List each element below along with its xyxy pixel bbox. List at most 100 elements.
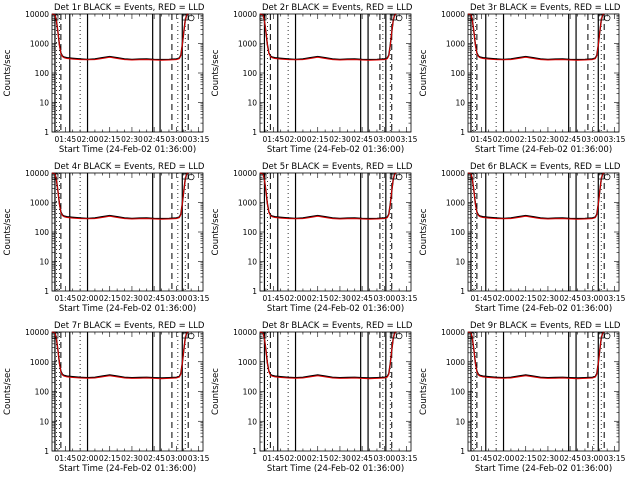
x-tick-label: 02:00 xyxy=(285,454,307,463)
plot-frame xyxy=(467,331,620,452)
corner-marker xyxy=(259,173,267,180)
y-tick-label: 1 xyxy=(44,128,49,137)
x-tick-label: 02:15 xyxy=(307,135,329,144)
x-tick-label: 02:30 xyxy=(121,294,143,303)
y-tick-label: 1000 xyxy=(238,40,257,49)
x-tick-label: 03:15 xyxy=(188,454,210,463)
x-tick-label: 03:00 xyxy=(582,294,604,303)
y-tick-label: 10 xyxy=(455,258,465,267)
y-tick-label: 1 xyxy=(44,447,49,456)
y-axis-label: Counts/sec xyxy=(211,368,221,415)
x-tick-label: 02:00 xyxy=(493,294,515,303)
y-tick-label: 10000 xyxy=(25,328,49,337)
y-tick-label: 10000 xyxy=(233,10,257,19)
x-axis-label: Start Time (24-Feb-02 01:36:00) xyxy=(59,304,196,314)
x-tick-label: 02:00 xyxy=(77,135,99,144)
x-tick-label: 03:15 xyxy=(188,135,210,144)
x-axis-label: Start Time (24-Feb-02 01:36:00) xyxy=(267,304,404,314)
y-tick-label: 10000 xyxy=(25,169,49,178)
plot-frame xyxy=(467,13,620,133)
panel-title: Det 8r BLACK = Events, RED = LLD xyxy=(262,321,413,331)
y-tick-label: 1000 xyxy=(238,199,257,208)
y-tick-label: 10 xyxy=(247,258,257,267)
y-tick-label: 1 xyxy=(460,447,465,456)
x-tick-label: 02:45 xyxy=(559,294,581,303)
y-tick-label: 100 xyxy=(243,388,258,397)
series-lld-line xyxy=(467,331,605,380)
series-events-line xyxy=(51,13,189,61)
y-tick-label: 1 xyxy=(44,287,49,296)
x-tick-label: 02:00 xyxy=(285,294,307,303)
y-tick-label: 1 xyxy=(252,447,257,456)
y-tick-label: 1 xyxy=(252,128,257,137)
corner-marker xyxy=(259,14,267,21)
corner-marker xyxy=(51,14,59,21)
x-tick-label: 02:15 xyxy=(515,294,537,303)
x-tick-label: 03:00 xyxy=(582,135,604,144)
series-events-line xyxy=(259,331,397,379)
y-tick-label: 10 xyxy=(39,258,49,267)
corner-marker xyxy=(188,173,195,181)
series-lld-line xyxy=(51,331,189,380)
x-tick-label: 02:30 xyxy=(329,135,351,144)
x-tick-label: 03:00 xyxy=(582,454,604,463)
x-tick-label: 03:15 xyxy=(188,294,210,303)
x-tick-label: 02:15 xyxy=(307,454,329,463)
x-axis-label: Start Time (24-Feb-02 01:36:00) xyxy=(59,145,196,155)
x-tick-label: 02:15 xyxy=(99,454,121,463)
series-lld-line xyxy=(467,172,605,220)
x-tick-label: 01:45 xyxy=(263,454,285,463)
x-tick-label: 02:30 xyxy=(537,135,559,144)
series-events-line xyxy=(259,13,397,61)
x-tick-label: 02:45 xyxy=(559,454,581,463)
y-tick-label: 1 xyxy=(460,287,465,296)
y-tick-label: 1 xyxy=(460,128,465,137)
x-tick-label: 03:00 xyxy=(374,454,396,463)
y-tick-label: 10 xyxy=(455,99,465,108)
y-tick-label: 1000 xyxy=(446,199,465,208)
corner-marker xyxy=(188,14,195,22)
y-tick-label: 10 xyxy=(39,99,49,108)
series-events-line xyxy=(467,13,605,61)
plot-frame xyxy=(259,331,412,452)
panel-4: Det 4r BLACK = Events, RED = LLD Start Ti… xyxy=(3,162,210,314)
y-axis-label: Counts/sec xyxy=(3,368,13,415)
panel-8: Det 8r BLACK = Events, RED = LLD Start Ti… xyxy=(211,321,418,474)
x-tick-label: 02:30 xyxy=(537,454,559,463)
corner-marker xyxy=(467,332,475,339)
x-tick-label: 02:15 xyxy=(515,454,537,463)
y-axis-label: Counts/sec xyxy=(3,49,13,96)
x-tick-label: 02:45 xyxy=(143,135,165,144)
plot-frame xyxy=(51,13,204,133)
corner-marker xyxy=(396,332,403,340)
x-tick-label: 02:15 xyxy=(307,294,329,303)
x-tick-label: 02:45 xyxy=(143,294,165,303)
x-tick-label: 02:30 xyxy=(329,454,351,463)
plot-frame xyxy=(51,331,204,452)
x-tick-label: 03:15 xyxy=(396,294,418,303)
panel-title: Det 4r BLACK = Events, RED = LLD xyxy=(54,162,205,172)
y-tick-label: 100 xyxy=(35,388,50,397)
x-tick-label: 02:45 xyxy=(559,135,581,144)
series-lld-line xyxy=(259,13,397,61)
series-lld-line xyxy=(51,172,189,220)
x-tick-label: 02:00 xyxy=(493,454,515,463)
x-tick-label: 02:00 xyxy=(285,135,307,144)
x-tick-label: 02:45 xyxy=(351,135,373,144)
x-axis-label: Start Time (24-Feb-02 01:36:00) xyxy=(267,464,404,474)
x-tick-label: 03:15 xyxy=(604,135,626,144)
plot-frame xyxy=(467,172,620,292)
y-tick-label: 1000 xyxy=(446,358,465,367)
corner-marker xyxy=(51,173,59,180)
y-tick-label: 100 xyxy=(451,228,466,237)
y-tick-label: 10 xyxy=(247,417,257,426)
corner-marker xyxy=(51,332,59,339)
x-axis-label: Start Time (24-Feb-02 01:36:00) xyxy=(59,464,196,474)
y-axis-label: Counts/sec xyxy=(419,208,429,255)
x-tick-label: 02:30 xyxy=(121,454,143,463)
y-tick-label: 1000 xyxy=(446,40,465,49)
y-tick-label: 100 xyxy=(451,388,466,397)
y-tick-label: 100 xyxy=(243,228,258,237)
y-axis-label: Counts/sec xyxy=(211,208,221,255)
y-tick-label: 10 xyxy=(247,99,257,108)
